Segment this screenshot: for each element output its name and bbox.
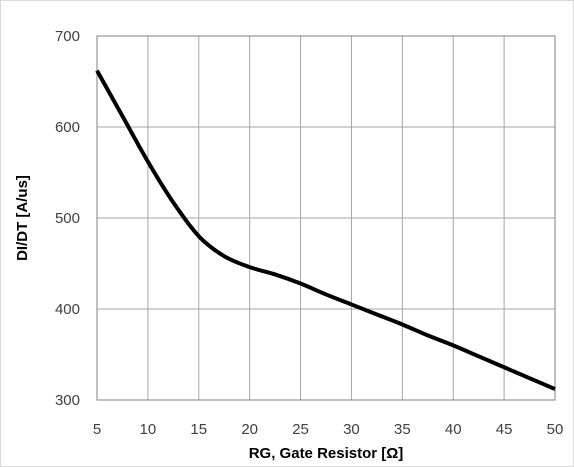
- y-tick-labels: 300 400 500 600 700: [55, 28, 80, 409]
- x-tick-label: 10: [140, 421, 157, 438]
- y-axis-title: DI/DT [A/us]: [14, 175, 31, 261]
- x-tick-label: 35: [394, 421, 411, 438]
- y-tick-label: 500: [55, 210, 80, 227]
- y-tick-label: 700: [55, 28, 80, 45]
- x-tick-label: 25: [292, 421, 309, 438]
- x-tick-label: 45: [496, 421, 513, 438]
- x-tick-labels: 5 10 15 20 25 30 35 40 45 50: [93, 421, 564, 438]
- series-line: [95, 69, 556, 391]
- x-tick-label: 30: [343, 421, 360, 438]
- series-group: [95, 69, 556, 391]
- y-tick-label: 600: [55, 119, 80, 136]
- x-tick-label: 20: [241, 421, 258, 438]
- grid-lines: [96, 35, 556, 401]
- y-tick-label: 300: [55, 392, 80, 409]
- x-tick-label: 5: [93, 421, 101, 438]
- y-tick-label: 400: [55, 301, 80, 318]
- x-tick-label: 40: [445, 421, 462, 438]
- x-tick-label: 50: [547, 421, 564, 438]
- x-tick-label: 15: [190, 421, 207, 438]
- plot-area-border: [96, 35, 556, 401]
- x-axis-title: RG, Gate Resistor [Ω]: [249, 445, 404, 462]
